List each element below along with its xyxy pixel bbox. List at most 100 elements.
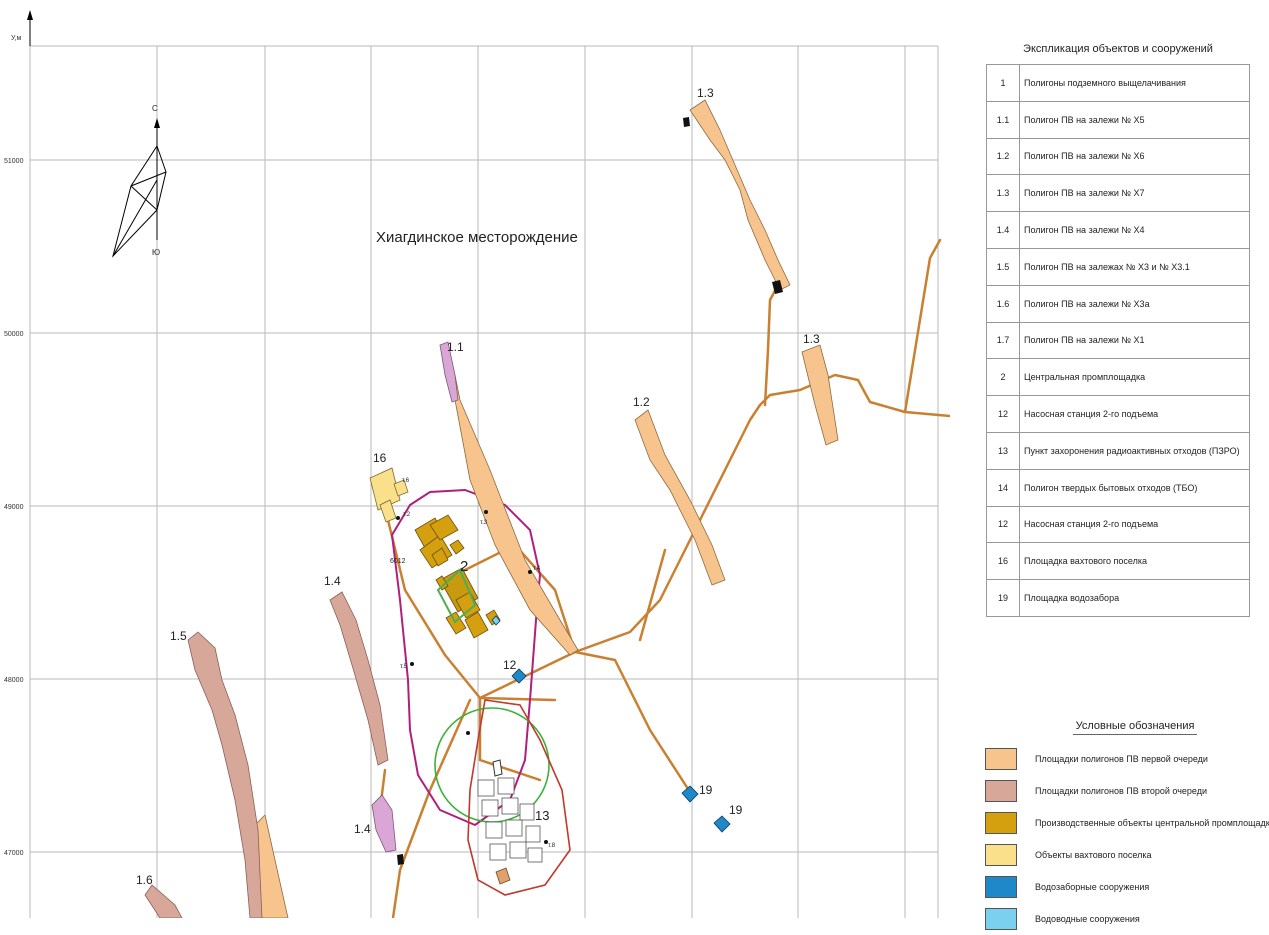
table-row: 1.4 Полигон ПВ на залежи № Х4 — [986, 211, 1250, 249]
legend-item: Водозаборные сооружения — [985, 871, 1269, 903]
legend-label: Водоводные сооружения — [1035, 914, 1140, 924]
table-row: 1.3 Полигон ПВ на залежи № Х7 — [986, 174, 1250, 213]
legend-swatch — [985, 844, 1017, 866]
y-axis-label: У,м — [11, 35, 21, 42]
explication-title: Экспликация объектов и сооружений — [1023, 43, 1213, 55]
explication-panel: Экспликация объектов и сооружений 1 Полиг… — [986, 40, 1250, 617]
row-number: 1.2 — [986, 137, 1020, 176]
pink-polygons — [371, 341, 459, 853]
y-tick: 50000 — [4, 331, 24, 338]
table-row: 13 Пункт захоронения радиоактивных отходо… — [986, 431, 1250, 470]
table-row: 16 Площадка вахтового поселка — [986, 542, 1250, 581]
water-intake-objects — [511, 668, 731, 833]
legend-item: Водоводные сооружения — [985, 903, 1269, 935]
compass-south: Ю — [152, 248, 160, 257]
label-point-t3: т.3 — [480, 520, 488, 526]
legend-item: Производственные объекты центральной про… — [985, 807, 1269, 839]
label-site-12: 12 — [503, 658, 517, 672]
legend-swatch — [985, 780, 1017, 802]
site-map: У,м 51000 50000 49000 48000 47000 С Ю Хи… — [4, 10, 950, 918]
legend-label: Водозаборные сооружения — [1035, 882, 1150, 892]
table-row: 1.2 Полигон ПВ на залежи № Х6 — [986, 137, 1250, 176]
row-number: 19 — [986, 579, 1020, 617]
row-number: 1.5 — [986, 247, 1020, 286]
row-description: Полигоны подземного выщелачивания — [1019, 64, 1250, 102]
green-fenced-block — [436, 568, 477, 624]
water-light-object — [491, 615, 501, 626]
label-site-2: 2 — [460, 558, 468, 575]
y-axis-arrow — [27, 10, 33, 46]
label-point-t6: т.6 — [402, 478, 410, 484]
first-stage-polygons — [249, 99, 839, 918]
row-description: Полигон ПВ на залежи № Х6 — [1019, 137, 1250, 176]
table-row: 2 Центральная промплощадка — [986, 358, 1250, 397]
legend-title: Условные обозначения — [1073, 720, 1197, 735]
table-row: 1.6 Полигон ПВ на залежи № Х3а — [986, 284, 1250, 323]
row-number: 1.7 — [986, 321, 1020, 360]
legend-swatch — [985, 876, 1017, 898]
legend-item: Объекты вахтового поселка — [985, 839, 1269, 871]
row-description: Полигон твердых бытовых отходов (ТБО) — [1019, 468, 1250, 507]
compass-rose-icon — [112, 118, 167, 258]
row-number: 12 — [986, 505, 1020, 544]
legend-swatch — [985, 812, 1017, 834]
map-title: Хиагдинское месторождение — [376, 229, 578, 246]
table-row: 1.5 Полигон ПВ на залежах № Х3 и № Х3.1 — [986, 247, 1250, 286]
label-1-5: 1.5 — [170, 629, 187, 643]
second-stage-polygons — [144, 591, 389, 918]
roads — [378, 238, 950, 918]
legend-item: Площадки полигонов ПВ первой очереди — [985, 743, 1269, 775]
y-tick: 48000 — [4, 677, 24, 684]
legend-label: Производственные объекты центральной про… — [1035, 818, 1269, 828]
label-site-13: 13 — [535, 808, 549, 823]
table-row: 1.1 Полигон ПВ на залежи № Х5 — [986, 100, 1250, 139]
camp-objects — [369, 467, 409, 523]
table-row: 1 Полигоны подземного выщелачивания — [986, 64, 1250, 102]
row-number: 2 — [986, 358, 1020, 397]
row-description: Полигон ПВ на залежи № Х1 — [1019, 321, 1250, 360]
table-row: 12 Насосная станция 2-го подъема — [986, 505, 1250, 544]
legend-item: Площадки полигонов ПВ второй очереди — [985, 775, 1269, 807]
legend-swatch — [985, 748, 1017, 770]
label-point-t5: т.5 — [400, 664, 408, 670]
pzro-gate — [492, 759, 503, 777]
row-number: 1.4 — [986, 211, 1020, 249]
row-description: Полигон ПВ на залежах № Х3 и № Х3.1 — [1019, 247, 1250, 286]
row-number: 1.6 — [986, 284, 1020, 323]
label-site-16: 16 — [373, 451, 387, 465]
y-tick: 51000 — [4, 158, 24, 165]
label-point-t4: т.4 — [533, 566, 541, 572]
row-description: Насосная станция 2-го подъема — [1019, 395, 1250, 433]
legend-label: Площадки полигонов ПВ второй очереди — [1035, 786, 1207, 796]
row-number: 1 — [986, 64, 1020, 102]
table-row: 1.7 Полигон ПВ на залежи № Х1 — [986, 321, 1250, 360]
row-description: Площадка вахтового поселка — [1019, 542, 1250, 581]
row-number: 1.1 — [986, 100, 1020, 139]
red-zone-outline — [467, 699, 571, 896]
label-1-1: 1.1 — [447, 340, 464, 354]
row-number: 13 — [986, 431, 1020, 470]
row-description: Насосная станция 2-го подъема — [1019, 505, 1250, 544]
label-code: 6012 — [390, 558, 406, 565]
row-description: Полигон ПВ на залежи № Х5 — [1019, 100, 1250, 139]
y-tick: 47000 — [4, 850, 24, 857]
row-description: Полигон ПВ на залежи № Х3а — [1019, 284, 1250, 323]
pzro-grid — [477, 777, 543, 863]
label-1-6: 1.6 — [136, 873, 153, 887]
row-number: 12 — [986, 395, 1020, 433]
sanitary-zone-outline — [390, 488, 542, 827]
row-description: Центральная промплощадка — [1019, 358, 1250, 397]
y-tick: 49000 — [4, 504, 24, 511]
label-site-19: 19 — [699, 783, 713, 797]
table-row: 12 Насосная станция 2-го подъема — [986, 395, 1250, 433]
industrial-objects — [414, 514, 501, 639]
legend-swatch — [985, 908, 1017, 930]
compass-north: С — [152, 104, 158, 113]
label-1-3: 1.3 — [803, 332, 820, 346]
row-description: Полигон ПВ на залежи № Х7 — [1019, 174, 1250, 213]
legend-label: Площадки полигонов ПВ первой очереди — [1035, 754, 1208, 764]
wellhead-markers — [396, 117, 783, 865]
label-1-4: 1.4 — [354, 822, 371, 836]
table-row: 19 Площадка водозабора — [986, 579, 1250, 617]
label-1-4: 1.4 — [324, 574, 341, 588]
